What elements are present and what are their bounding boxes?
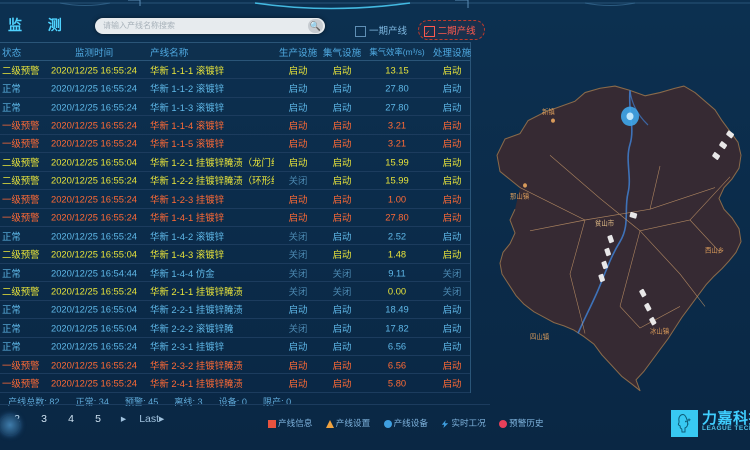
svg-text:四山镇: 四山镇 bbox=[530, 332, 550, 341]
svg-text:那山镇: 那山镇 bbox=[510, 191, 530, 200]
svg-text:新镇: 新镇 bbox=[542, 107, 555, 116]
svg-text:冰山镇: 冰山镇 bbox=[650, 326, 670, 335]
svg-text:贫山市: 贫山市 bbox=[595, 218, 615, 227]
svg-text:西山乡: 西山乡 bbox=[705, 245, 724, 254]
